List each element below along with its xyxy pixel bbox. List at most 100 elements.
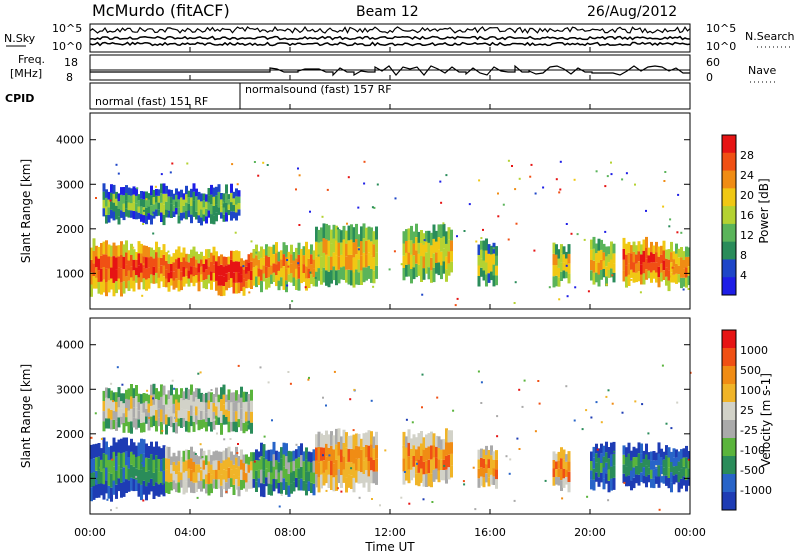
heatmap-cell: [590, 451, 593, 461]
heatmap-cell: [490, 271, 493, 281]
heatmap-cell: [417, 433, 421, 447]
heatmap-cell: [430, 431, 433, 446]
heatmap-cell: [265, 459, 268, 469]
colorbar-swatch: [722, 366, 736, 385]
heatmap-cell: [97, 456, 101, 471]
heatmap-cell: [456, 235, 458, 238]
heatmap-cell: [100, 471, 103, 484]
heatmap-cell: [670, 451, 673, 462]
heatmap-cell: [157, 446, 161, 459]
heatmap-cell: [445, 256, 448, 270]
heatmap-cell: [297, 479, 301, 491]
heatmap-cell: [157, 189, 161, 196]
heatmap-cell: [595, 472, 598, 482]
heatmap-cell: [315, 474, 318, 488]
heatmap-cell: [165, 260, 168, 270]
heatmap-cell: [592, 248, 596, 261]
heatmap-cell: [252, 452, 256, 462]
heatmap-cell: [132, 194, 136, 203]
heatmap-cell: [610, 161, 612, 164]
heatmap-cell: [342, 429, 346, 443]
heatmap-cell: [125, 417, 128, 427]
time-axis-ticks: 00:00 04:00 08:00 12:00 16:00 20:00 00:00: [74, 47, 706, 539]
heatmap-cell: [350, 254, 353, 271]
heatmap-cell: [240, 469, 243, 480]
heatmap-cell: [665, 267, 668, 277]
heatmap-cell: [177, 199, 181, 208]
heatmap-cell: [277, 483, 281, 494]
heatmap-cell: [167, 482, 171, 494]
nave-tick-high: 60: [706, 56, 720, 69]
heatmap-cell: [355, 223, 358, 240]
heatmap-cell: [372, 471, 376, 484]
heatmap-cell: [220, 399, 223, 411]
heatmap-cell: [357, 246, 361, 260]
heatmap-cell: [170, 384, 173, 396]
heatmap-cell: [337, 269, 341, 284]
heatmap-cell: [442, 222, 445, 225]
heatmap-cell: [552, 451, 556, 460]
heatmap-cell: [442, 236, 446, 249]
heatmap-cell: [307, 249, 311, 259]
heatmap-cell: [250, 452, 253, 462]
heatmap-cell: [200, 259, 203, 267]
heatmap-cell: [199, 443, 202, 446]
heatmap-cell: [562, 478, 566, 488]
heatmap-cell: [635, 474, 638, 484]
heatmap-cell: [605, 441, 608, 453]
heatmap-cell: [557, 451, 561, 461]
heatmap-cell: [157, 257, 161, 268]
heatmap-cell: [257, 276, 261, 285]
heatmap-cell: [145, 401, 148, 409]
heatmap-cell: [317, 431, 321, 447]
heatmap-cell: [622, 270, 626, 282]
heatmap-cell: [167, 458, 171, 471]
heatmap-cell: [309, 271, 312, 274]
heatmap-cell: [405, 252, 408, 265]
heatmap-cell: [250, 252, 253, 262]
heatmap-cell: [177, 207, 181, 216]
heatmap-cell: [265, 468, 268, 478]
heatmap-cell: [376, 183, 379, 186]
heatmap-cell: [205, 259, 208, 270]
heatmap-cell: [177, 402, 181, 411]
heatmap-cell: [675, 474, 678, 483]
heatmap-cell: [120, 282, 123, 297]
heatmap-cell: [592, 479, 596, 491]
heatmap-cell: [350, 435, 353, 449]
heatmap-cell: [127, 410, 131, 422]
heatmap-cell: [180, 408, 183, 418]
heatmap-cell: [222, 404, 226, 415]
heatmap-cell: [487, 468, 491, 478]
heatmap-cell: [257, 268, 261, 277]
heatmap-cell: [487, 253, 491, 264]
heatmap-cell: [463, 483, 466, 486]
heatmap-cell: [652, 478, 656, 489]
heatmap-cell: [597, 250, 601, 263]
heatmap-cell: [147, 403, 151, 413]
heatmap-cell: [215, 280, 218, 291]
heatmap-cell: [185, 460, 188, 472]
heatmap-cell: [355, 470, 358, 483]
heatmap-cell: [657, 453, 661, 466]
heatmap-cell: [210, 464, 213, 475]
heatmap-cell: [305, 459, 308, 472]
heatmap-cell: [120, 194, 123, 203]
heatmap-cell: [442, 449, 446, 460]
heatmap-cell: [185, 276, 188, 284]
heatmap-cell: [212, 411, 216, 421]
heatmap-cell: [222, 256, 226, 267]
heatmap-cell: [207, 202, 211, 211]
heatmap-cell: [360, 270, 363, 285]
heatmap-cell: [160, 183, 163, 194]
heatmap-cell: [355, 445, 358, 459]
heatmap-cell: [477, 244, 481, 255]
heatmap-cell: [687, 288, 690, 290]
heatmap-cell: [420, 431, 423, 444]
heatmap-cell: [677, 265, 681, 275]
heatmap-cell: [477, 276, 481, 287]
heatmap-cell: [230, 412, 233, 422]
heatmap-cell: [640, 254, 643, 265]
heatmap-cell: [242, 260, 246, 270]
